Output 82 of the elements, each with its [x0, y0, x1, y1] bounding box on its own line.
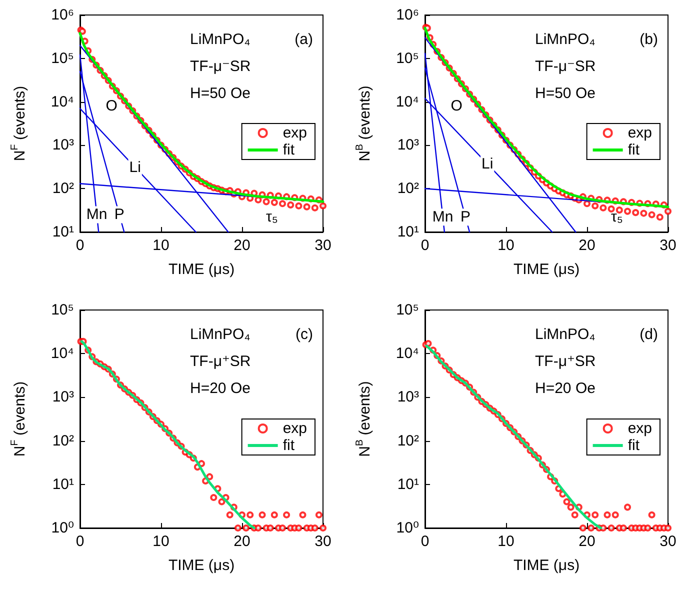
- y-tick-label: 10⁶: [51, 6, 74, 24]
- legend-label: fit: [282, 437, 296, 454]
- annotation: (b): [640, 31, 658, 48]
- y-axis-title: NF (events): [10, 86, 28, 162]
- x-tick-label: 20: [578, 533, 596, 550]
- y-tick-label: 10³: [397, 136, 419, 154]
- annotation: H=50 Oe: [190, 85, 250, 102]
- annotation: TF-μ⁻SR: [535, 58, 596, 75]
- annotation: (d): [640, 326, 658, 343]
- annotation: TF-μ⁻SR: [190, 58, 251, 75]
- y-axis-title: NB (events): [354, 381, 374, 457]
- x-tick-label: 10: [152, 237, 170, 254]
- y-axis-title: NF (events): [10, 381, 28, 457]
- annotation: (a): [294, 31, 314, 48]
- annotation: O: [450, 98, 462, 115]
- x-axis-title: TIME (μs): [168, 261, 235, 278]
- x-tick-label: 20: [234, 237, 250, 254]
- legend-label: exp: [628, 124, 652, 142]
- legend-label: fit: [282, 142, 296, 158]
- x-tick-label: 20: [234, 533, 250, 550]
- annotation: H=20 Oe: [190, 380, 250, 397]
- y-tick-label: 10²: [52, 180, 74, 198]
- y-tick-label: 10²: [397, 180, 419, 198]
- y-tick-label: 10³: [397, 388, 419, 406]
- x-tick-label: 30: [314, 533, 332, 550]
- y-tick-label: 10⁶: [396, 6, 419, 24]
- annotation: LiMnPO₄: [190, 326, 250, 343]
- annotation: Mn: [432, 208, 454, 226]
- x-axis-title: TIME (μs): [513, 557, 580, 574]
- y-tick-label: 10⁴: [396, 93, 419, 110]
- x-tick-label: 30: [314, 237, 332, 254]
- legend-label: exp: [282, 124, 308, 142]
- y-tick-label: 10³: [52, 136, 74, 154]
- legend-label: fit: [628, 437, 640, 454]
- annotation: LiMnPO₄: [535, 326, 596, 343]
- y-tick-label: 10⁴: [396, 345, 419, 362]
- x-tick-label: 0: [420, 533, 430, 550]
- annotation: P: [460, 208, 471, 226]
- annotation: Mn: [86, 206, 108, 224]
- x-tick-label: 0: [76, 533, 84, 550]
- annotation: τ₅: [266, 208, 278, 226]
- legend-label: exp: [282, 420, 308, 437]
- x-axis-title: TIME (μs): [168, 557, 235, 574]
- annotation: LiMnPO₄: [190, 31, 250, 48]
- y-tick-label: 10¹: [52, 224, 74, 240]
- x-tick-label: 20: [578, 237, 596, 254]
- annotation: Li: [482, 155, 494, 172]
- x-tick-label: 0: [420, 237, 430, 254]
- y-tick-label: 10⁵: [51, 302, 74, 318]
- y-tick-label: 10⁴: [50, 93, 74, 110]
- legend-label: exp: [628, 420, 652, 437]
- y-tick-label: 10⁵: [51, 50, 74, 67]
- annotation: O: [106, 98, 118, 115]
- legend-label: fit: [628, 142, 640, 158]
- x-tick-label: 10: [498, 533, 514, 550]
- y-tick-label: 10³: [52, 388, 74, 406]
- annotation: TF-μ⁺SR: [535, 353, 596, 370]
- y-tick-label: 10⁵: [396, 302, 419, 318]
- y-axis-title: NB (events): [354, 86, 374, 162]
- y-tick-label: 10¹: [52, 476, 74, 493]
- annotation: Li: [129, 158, 141, 176]
- y-tick-label: 10⁰: [396, 520, 419, 536]
- y-tick-label: 10⁴: [50, 345, 74, 362]
- y-tick-label: 10¹: [397, 476, 419, 493]
- x-tick-label: 30: [660, 533, 676, 550]
- annotation: LiMnPO₄: [535, 31, 596, 48]
- annotation: H=20 Oe: [535, 380, 596, 397]
- y-tick-label: 10²: [52, 432, 74, 450]
- y-tick-label: 10⁰: [51, 520, 74, 536]
- x-tick-label: 30: [660, 237, 676, 254]
- x-tick-label: 0: [76, 237, 84, 254]
- annotation: TF-μ⁺SR: [190, 353, 251, 370]
- annotation: τ₅: [610, 208, 623, 226]
- y-tick-label: 10⁵: [396, 50, 419, 67]
- x-tick-label: 10: [498, 237, 514, 254]
- annotation: (c): [296, 326, 314, 343]
- y-tick-label: 10¹: [397, 224, 419, 240]
- x-tick-label: 10: [152, 533, 170, 550]
- annotation: P: [114, 206, 124, 224]
- x-axis-title: TIME (μs): [513, 261, 580, 278]
- y-tick-label: 10²: [397, 432, 419, 450]
- annotation: H=50 Oe: [535, 85, 596, 102]
